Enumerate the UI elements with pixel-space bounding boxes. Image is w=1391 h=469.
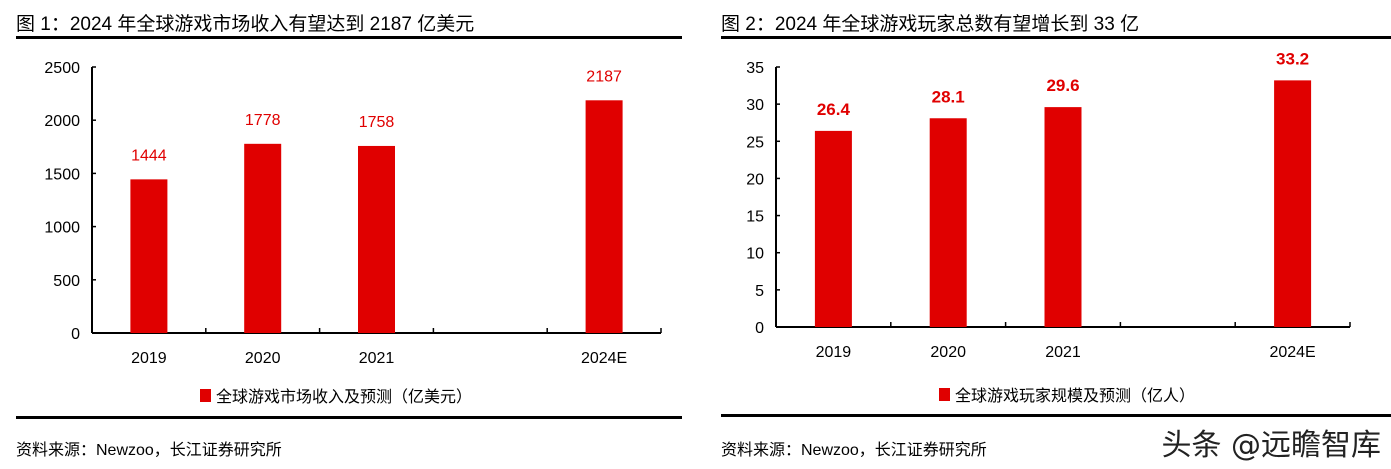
y-tick-label: 5: [755, 283, 764, 300]
bar-chart-players: 0 5 10 15 20 25 30 35 2019 26.4 2020 28.1 2021 29.6 20…: [746, 49, 1351, 405]
data-label: 28.1: [932, 87, 965, 106]
bar-2024E: [1274, 80, 1312, 327]
divider: [721, 414, 1391, 417]
bar-2020: [929, 118, 967, 327]
y-tick-label: 500: [53, 273, 80, 290]
y-tick-label: 35: [746, 60, 764, 77]
bar-2021: [1044, 107, 1082, 327]
x-tick-label: 2021: [1045, 344, 1081, 361]
y-tick-label: 25: [746, 134, 764, 151]
x-tick-label: 2020: [245, 350, 281, 367]
legend-label: 全球游戏玩家规模及预测（亿人）: [955, 387, 1195, 405]
data-label: 2187: [586, 68, 622, 85]
data-label: 33.2: [1276, 49, 1309, 68]
bar-2020: [244, 143, 282, 333]
x-tick-label: 2019: [816, 344, 852, 361]
bar-2019: [814, 130, 852, 327]
x-tick-label: 2019: [131, 350, 167, 367]
x-tick-label: 2021: [359, 350, 395, 367]
bar-2024E: [585, 100, 623, 334]
y-tick-label: 10: [746, 246, 764, 263]
y-tick-label: 30: [746, 97, 764, 114]
y-tick-label: 1500: [44, 166, 80, 183]
x-tick-label: 2020: [930, 344, 966, 361]
y-tick-label: 0: [71, 326, 80, 343]
data-label: 1778: [245, 112, 281, 129]
chart-title: 图 1：2024 年全球游戏市场收入有望达到 2187 亿美元: [16, 14, 475, 35]
data-label: 1444: [131, 147, 167, 164]
x-tick-label: 2024E: [1269, 344, 1315, 361]
y-tick-label: 20: [746, 171, 764, 188]
divider: [721, 36, 1391, 39]
source-note: 资料来源：Newzoo，长江证券研究所: [721, 442, 987, 459]
chart-panel-2: 图 2：2024 年全球游戏玩家总数有望增长到 33 亿 0 5 10 15 20 25 3…: [721, 0, 1391, 469]
legend-swatch: [200, 389, 211, 402]
bar-chart-revenue: 0 500 1000 1500 2000 2500 2019 1444 2020 1778 2021…: [44, 60, 662, 406]
y-tick-label: 0: [755, 320, 764, 337]
data-label: 1758: [359, 114, 395, 131]
bar-2021: [358, 145, 395, 333]
watermark: 头条 @远瞻智库: [1161, 428, 1381, 463]
data-label: 26.4: [817, 100, 851, 119]
chart-panel-1: 图 1：2024 年全球游戏市场收入有望达到 2187 亿美元 0 500 1000…: [16, 0, 682, 469]
source-note: 资料来源：Newzoo，长江证券研究所: [16, 442, 282, 459]
y-tick-label: 1000: [44, 220, 80, 237]
bar-2019: [130, 179, 168, 333]
y-tick-label: 2000: [44, 113, 80, 130]
legend-swatch: [939, 388, 950, 401]
data-label: 29.6: [1046, 76, 1079, 95]
divider: [16, 416, 682, 419]
x-tick-label: 2024E: [581, 350, 627, 367]
legend-label: 全球游戏市场收入及预测（亿美元）: [216, 388, 472, 406]
y-tick-label: 15: [746, 209, 764, 226]
chart-title: 图 2：2024 年全球游戏玩家总数有望增长到 33 亿: [721, 14, 1140, 35]
y-tick-label: 2500: [44, 60, 80, 77]
divider: [16, 36, 682, 39]
